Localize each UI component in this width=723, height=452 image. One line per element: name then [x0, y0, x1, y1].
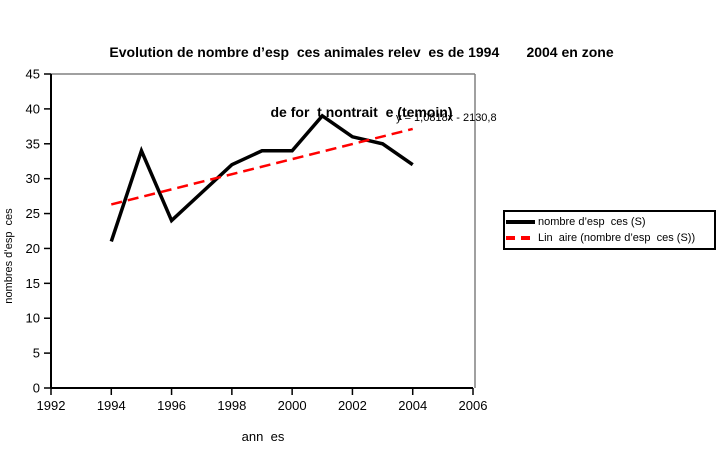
legend-dashed-line-swatch	[506, 236, 535, 240]
legend: nombre d’esp ces (S) Lin aire (nombre d’…	[503, 210, 716, 250]
x-axis-title: ann es	[241, 429, 285, 444]
x-axis-tick-label: 2000	[278, 398, 307, 413]
legend-item-trendline: Lin aire (nombre d’esp ces (S))	[506, 231, 712, 245]
legend-label-trendline: Lin aire (nombre d’esp ces (S))	[538, 232, 696, 244]
legend-solid-line-swatch	[506, 220, 535, 224]
x-axis-tick-label: 2006	[459, 398, 488, 413]
y-axis-tick-label: 10	[26, 311, 40, 326]
chart-title: Evolution de nombre d’esp ces animales r…	[0, 2, 723, 162]
legend-label-series: nombre d’esp ces (S)	[538, 216, 646, 228]
y-axis-title: nombres d’esp ces	[3, 208, 15, 304]
x-axis-tick-label: 2004	[398, 398, 427, 413]
chart-title-line2: de for t nontrait e (temoin)	[270, 104, 453, 120]
y-axis-tick-label: 40	[26, 101, 40, 116]
x-axis-tick-label: 2002	[338, 398, 367, 413]
y-axis-tick-label: 35	[26, 136, 40, 151]
y-axis-tick-label: 30	[26, 171, 40, 186]
x-axis-tick-label: 1994	[97, 398, 126, 413]
y-axis-tick-label: 0	[33, 381, 40, 396]
y-axis-tick-label: 45	[26, 67, 40, 82]
legend-item-series: nombre d’esp ces (S)	[506, 215, 712, 229]
chart-title-line1: Evolution de nombre d’esp ces animales r…	[109, 44, 614, 60]
linear-trendline	[110, 127, 414, 206]
species-line-series	[109, 113, 414, 243]
trendline-equation-label: y = 1,0818x - 2130,8	[396, 112, 497, 124]
y-axis-tick-label: 15	[26, 276, 40, 291]
y-axis-tick-label: 25	[26, 206, 40, 221]
x-axis-tick-label: 1998	[217, 398, 246, 413]
x-axis-tick-label: 1996	[157, 398, 186, 413]
y-axis-tick-label: 5	[33, 346, 40, 361]
x-axis-tick-label: 1992	[37, 398, 66, 413]
y-axis-tick-label: 20	[26, 241, 40, 256]
